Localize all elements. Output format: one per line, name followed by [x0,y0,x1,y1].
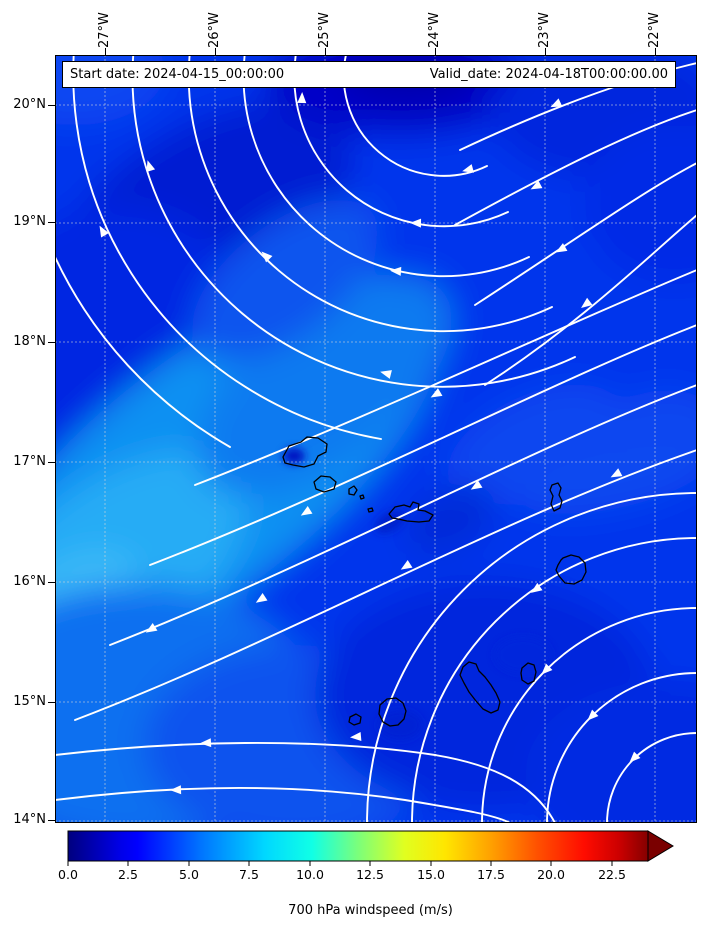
y-axis-tick-label: 17°N [13,454,46,469]
y-axis-tick-label: 15°N [13,694,46,709]
x-axis-tick-label: 22°W [647,12,662,48]
colorbar-extend-arrow [647,830,674,862]
island-outline [359,494,365,500]
y-axis-tick-label: 20°N [13,97,46,112]
y-axis-tick-label: 14°N [13,812,46,827]
island-outline [348,713,362,726]
x-axis-tick-label: 27°W [97,12,112,48]
y-axis-tick [48,582,55,583]
island-outline [367,507,374,513]
x-axis-tick [655,48,656,55]
y-axis-tick [48,342,55,343]
island-outline [520,662,537,685]
colorbar: 0.0 2.5 5.0 7.5 10.0 12.5 15.0 17.5 20.0… [58,830,674,882]
map-plot-area: Start date: 2024-04-15_00:00:00 Valid_da… [55,55,697,823]
colorbar-tick-label: 10.0 [296,867,324,882]
colorbar-tick-labels: 0.0 2.5 5.0 7.5 10.0 12.5 15.0 17.5 20.0… [58,867,626,882]
island-outline [348,485,358,496]
island-outline [555,554,587,585]
colorbar-tick-label: 2.5 [118,867,138,882]
island-outline [313,475,337,493]
y-axis-tick-label: 19°N [13,214,46,229]
x-axis-tick [105,48,106,55]
colorbar-tick-label: 22.5 [598,867,626,882]
island-outlines [282,436,587,727]
y-axis-tick [48,105,55,106]
y-axis-tick [48,222,55,223]
map-canvas [55,55,697,823]
streamline-arrows [99,92,641,795]
x-axis-tick [545,48,546,55]
plot-border [55,55,697,823]
annotation-banner: Start date: 2024-04-15_00:00:00 Valid_da… [62,61,676,88]
y-axis-tick [48,820,55,821]
colorbar-tick-label: 20.0 [537,867,565,882]
x-axis-tick [435,48,436,55]
island-outline [378,697,407,727]
start-date-text: Start date: 2024-04-15_00:00:00 [70,67,285,82]
colorbar-ticks [67,861,613,866]
island-outline [388,501,434,523]
y-axis-tick [48,702,55,703]
valid-date-text: Valid_date: 2024-04-18T00:00:00.00 [429,67,668,82]
y-axis-tick-label: 18°N [13,334,46,349]
colorbar-tick-label: 7.5 [239,867,259,882]
colorbar-tick-label: 17.5 [477,867,505,882]
colorbar-tick-label: 15.0 [417,867,445,882]
colorbar-tick-label: 5.0 [179,867,199,882]
x-axis-tick [325,48,326,55]
graticule [55,55,697,823]
x-axis-tick-label: 25°W [317,12,332,48]
colorbar-gradient [67,830,649,862]
island-outline [282,436,328,468]
colorbar-tick-label: 0.0 [58,867,78,882]
y-axis-tick-label: 16°N [13,574,46,589]
x-axis-tick-label: 23°W [537,12,552,48]
island-outline [549,482,563,512]
x-axis-tick-label: 24°W [427,12,442,48]
x-axis-tick [215,48,216,55]
streamlines [55,55,697,823]
colorbar-tick-label: 12.5 [356,867,384,882]
island-outline [459,661,501,714]
y-axis-tick [48,462,55,463]
x-axis-tick-label: 26°W [207,12,222,48]
colorbar-axis-label: 700 hPa windspeed (m/s) [288,903,453,918]
